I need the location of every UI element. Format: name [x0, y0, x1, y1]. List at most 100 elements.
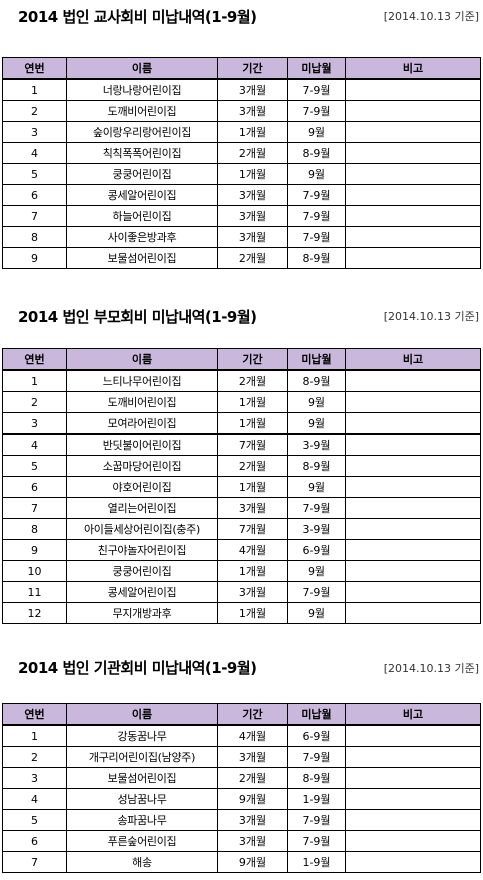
cell-name: 성남꿈나무 — [66, 788, 218, 810]
table-row: 3 보물섬어린이집 2개월 8-9월 — [2, 767, 481, 789]
cell-note — [345, 581, 481, 603]
table-row: 7 열리는어린이집 3개월 7-9월 — [2, 497, 481, 519]
table-row: 2 도깨비어린이집 3개월 7-9월 — [2, 100, 481, 122]
cell-period: 1개월 — [217, 163, 288, 185]
cell-unpaid-months: 9월 — [287, 476, 346, 498]
dues-table: 연번 이름 기간 미납월 비고 1 너랑나랑어린이집 3개월 7-9월 2 도깨비어린이집… — [2, 57, 481, 269]
table-row: 4 반딧불이어린이집 7개월 3-9월 — [2, 433, 481, 456]
cell-period: 1개월 — [217, 121, 288, 143]
cell-no: 1 — [2, 724, 67, 747]
cell-no: 4 — [2, 142, 67, 164]
cell-period: 2개월 — [217, 369, 288, 392]
cell-unpaid-months: 8-9월 — [287, 455, 346, 477]
cell-note — [345, 205, 481, 227]
cell-period: 3개월 — [217, 809, 288, 831]
cell-period: 2개월 — [217, 247, 288, 269]
as-of-date: [2014.10.13 기준] — [383, 10, 479, 23]
table-row: 6 콩세알어린이집 3개월 7-9월 — [2, 184, 481, 206]
col-no-header: 연번 — [2, 703, 67, 726]
cell-period: 1개월 — [217, 412, 288, 435]
cell-note — [345, 247, 481, 269]
cell-no: 2 — [2, 100, 67, 122]
cell-name: 개구리어린이집(남양주) — [66, 746, 218, 768]
header-row: 연번 이름 기간 미납월 비고 — [2, 348, 481, 371]
cell-note — [345, 539, 481, 561]
table-row: 4 칙칙폭폭어린이집 2개월 8-9월 — [2, 142, 481, 164]
cell-name: 너랑나랑어린이집 — [66, 78, 218, 101]
col-name-header: 이름 — [66, 703, 218, 726]
cell-unpaid-months: 6-9월 — [287, 539, 346, 561]
cell-name: 사이좋은방과후 — [66, 226, 218, 248]
cell-unpaid-months: 9월 — [287, 391, 346, 413]
cell-unpaid-months: 1-9월 — [287, 851, 346, 873]
cell-unpaid-months: 7-9월 — [287, 830, 346, 852]
cell-period: 3개월 — [217, 746, 288, 768]
col-note-header: 비고 — [345, 348, 481, 371]
cell-name: 친구야놀자어린이집 — [66, 539, 218, 561]
cell-name: 아이들세상어린이집(충주) — [66, 518, 218, 540]
cell-name: 느티나무어린이집 — [66, 369, 218, 392]
cell-period: 3개월 — [217, 830, 288, 852]
cell-note — [345, 226, 481, 248]
cell-unpaid-months: 3-9월 — [287, 433, 346, 456]
cell-note — [345, 369, 481, 392]
cell-note — [345, 142, 481, 164]
col-period-header: 기간 — [217, 57, 288, 80]
cell-name: 쿵쿵어린이집 — [66, 560, 218, 582]
cell-unpaid-months: 7-9월 — [287, 100, 346, 122]
cell-unpaid-months: 8-9월 — [287, 247, 346, 269]
col-name-header: 이름 — [66, 348, 218, 371]
table-row: 1 느티나무어린이집 2개월 8-9월 — [2, 369, 481, 392]
cell-unpaid-months: 9월 — [287, 412, 346, 435]
cell-note — [345, 767, 481, 789]
cell-no: 7 — [2, 497, 67, 519]
table-row: 5 쿵쿵어린이집 1개월 9월 — [2, 163, 481, 185]
cell-note — [345, 746, 481, 768]
cell-period: 9개월 — [217, 788, 288, 810]
col-period-header: 기간 — [217, 703, 288, 726]
cell-no: 2 — [2, 391, 67, 413]
cell-no: 7 — [2, 851, 67, 873]
as-of-date: [2014.10.13 기준] — [383, 662, 479, 675]
cell-note — [345, 391, 481, 413]
header-row: 연번 이름 기간 미납월 비고 — [2, 57, 481, 80]
cell-unpaid-months: 8-9월 — [287, 767, 346, 789]
cell-period: 3개월 — [217, 497, 288, 519]
cell-note — [345, 121, 481, 143]
cell-unpaid-months: 7-9월 — [287, 746, 346, 768]
cell-note — [345, 476, 481, 498]
cell-period: 1개월 — [217, 560, 288, 582]
cell-note — [345, 433, 481, 456]
col-period-header: 기간 — [217, 348, 288, 371]
cell-unpaid-months: 9월 — [287, 560, 346, 582]
cell-name: 숲이랑우리랑어린이집 — [66, 121, 218, 143]
col-unpaid-header: 미납월 — [287, 57, 346, 80]
cell-name: 소꿉마당어린이집 — [66, 455, 218, 477]
table-row: 4 성남꿈나무 9개월 1-9월 — [2, 788, 481, 810]
section-title: 2014 법인 부모회비 미납내역(1-9월) — [18, 308, 257, 326]
cell-note — [345, 788, 481, 810]
cell-name: 쿵쿵어린이집 — [66, 163, 218, 185]
cell-period: 2개월 — [217, 142, 288, 164]
cell-unpaid-months: 9월 — [287, 121, 346, 143]
cell-unpaid-months: 8-9월 — [287, 142, 346, 164]
table-row: 11 콩세알어린이집 3개월 7-9월 — [2, 581, 481, 603]
cell-period: 1개월 — [217, 476, 288, 498]
table-row: 9 친구야놀자어린이집 4개월 6-9월 — [2, 539, 481, 561]
cell-no: 4 — [2, 788, 67, 810]
cell-period: 2개월 — [217, 767, 288, 789]
cell-no: 8 — [2, 226, 67, 248]
cell-note — [345, 518, 481, 540]
table-row: 8 사이좋은방과후 3개월 7-9월 — [2, 226, 481, 248]
cell-no: 5 — [2, 455, 67, 477]
section-title: 2014 법인 기관회비 미납내역(1-9월) — [18, 659, 257, 677]
cell-name: 해송 — [66, 851, 218, 873]
cell-unpaid-months: 7-9월 — [287, 809, 346, 831]
table-row: 1 강동꿈나무 4개월 6-9월 — [2, 724, 481, 747]
table-row: 7 해송 9개월 1-9월 — [2, 851, 481, 873]
col-note-header: 비고 — [345, 57, 481, 80]
cell-note — [345, 724, 481, 747]
cell-name: 강동꿈나무 — [66, 724, 218, 747]
table-row: 5 송파꿈나무 3개월 7-9월 — [2, 809, 481, 831]
cell-note — [345, 455, 481, 477]
